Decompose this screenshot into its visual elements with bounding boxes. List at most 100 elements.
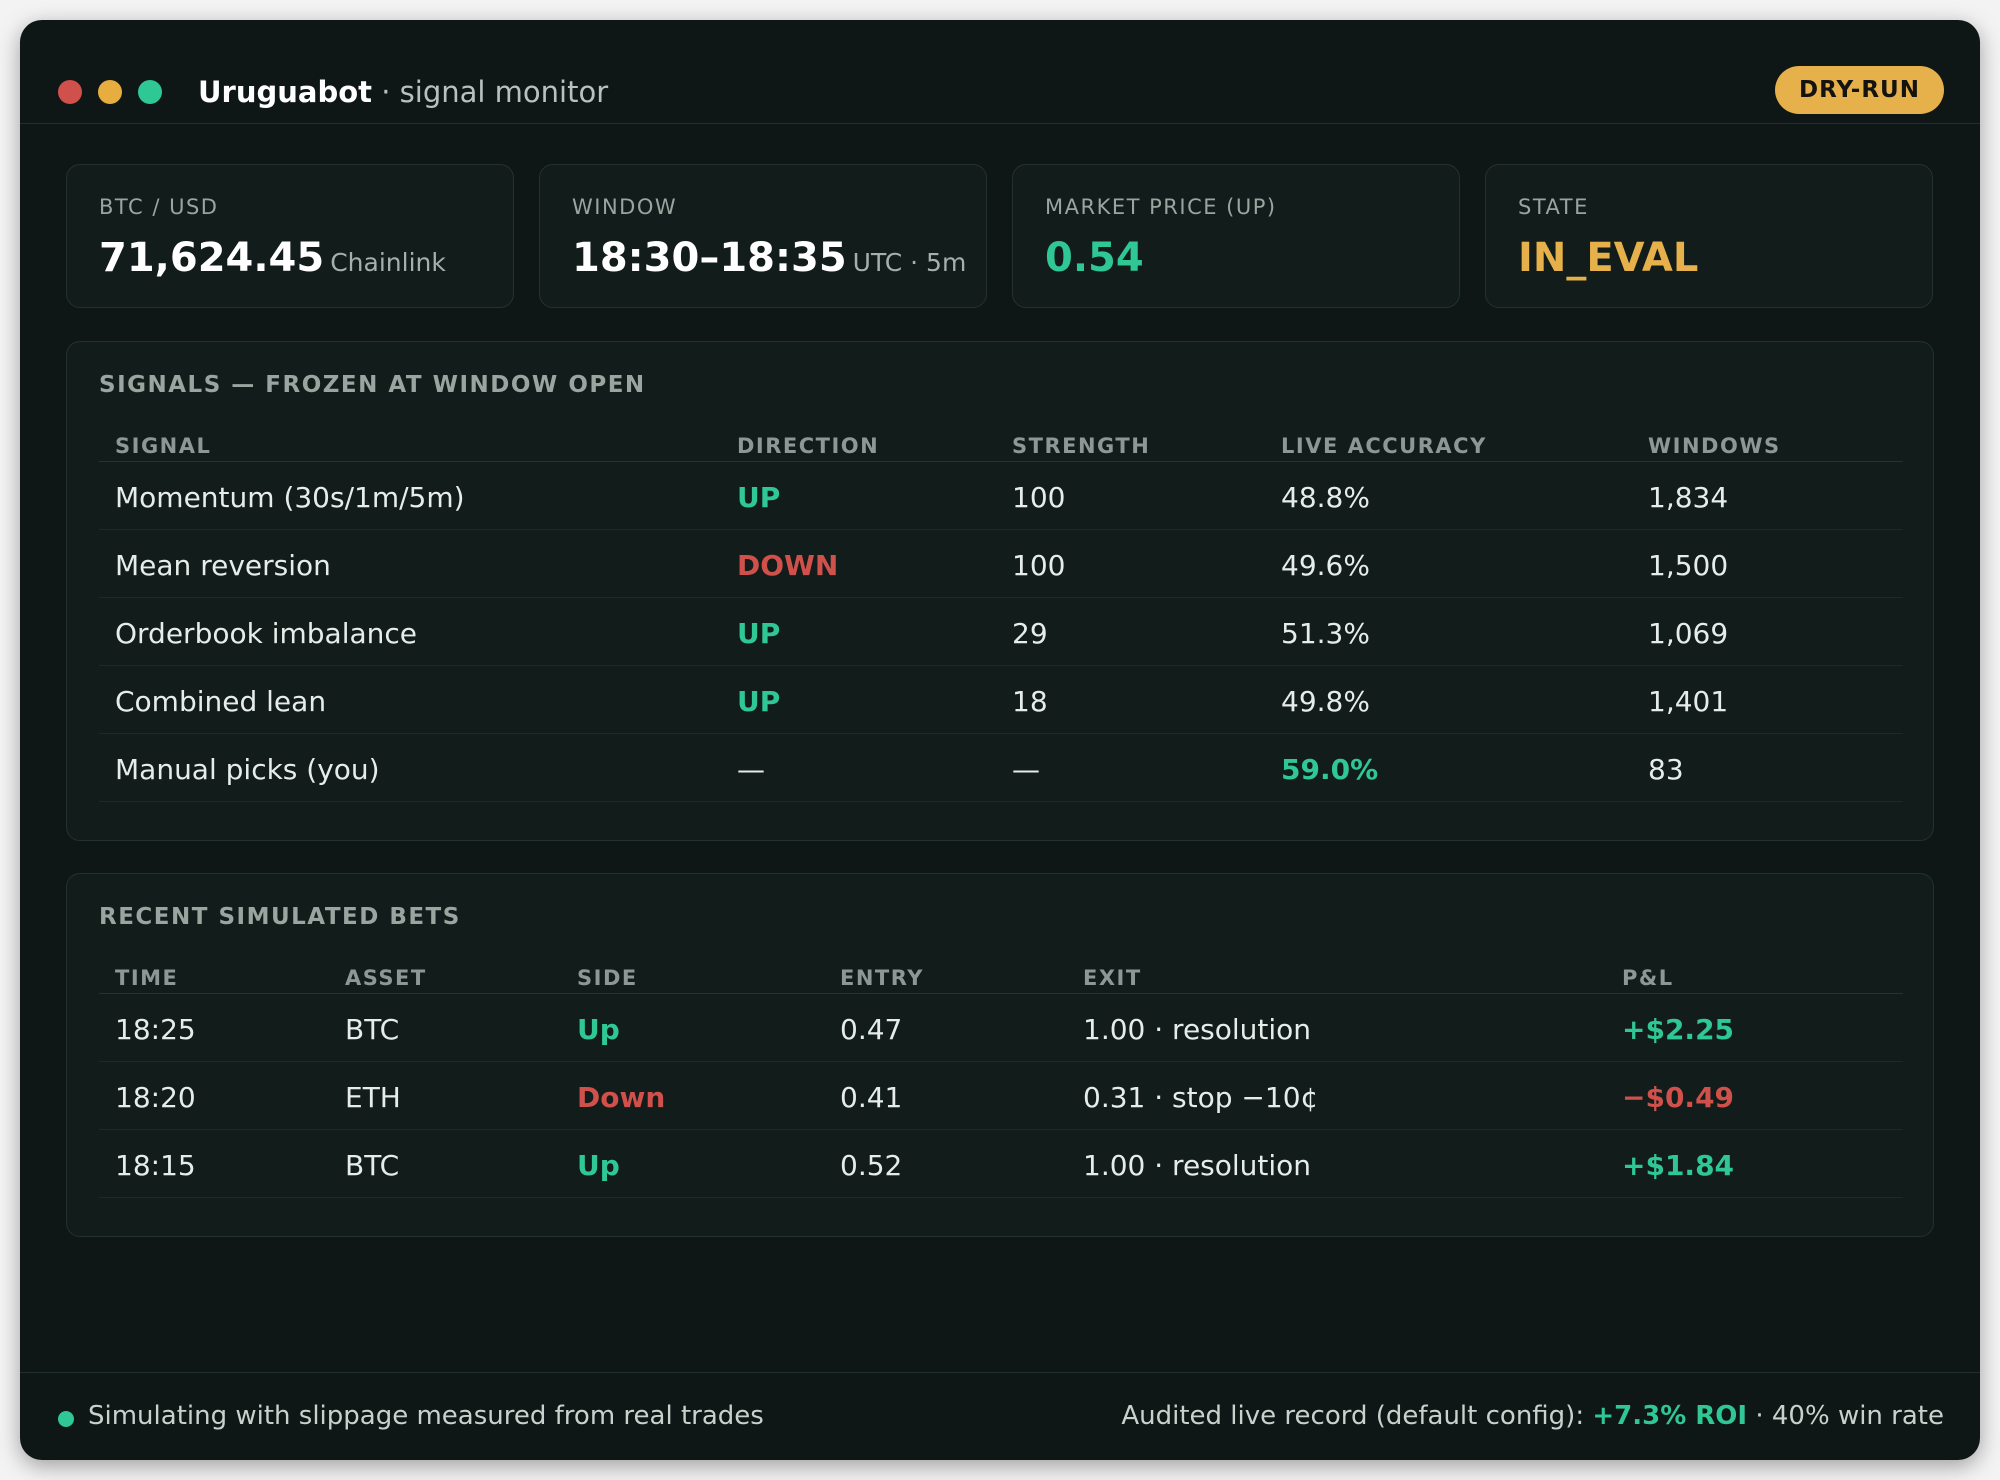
- accuracy-value: 51.3%: [1281, 617, 1370, 650]
- bets-title: RECENT SIMULATED BETS: [99, 904, 461, 930]
- dry-run-badge: DRY-RUN: [1774, 66, 1944, 114]
- accuracy-value: 59.0%: [1281, 753, 1379, 786]
- direction-value: —: [737, 753, 765, 786]
- table-row: Orderbook imbalance UP 29 51.3% 1,069: [99, 598, 1903, 666]
- stat-value: 0.54: [1045, 235, 1144, 281]
- windows-value: 83: [1648, 753, 1684, 786]
- bet-time: 18:20: [115, 1081, 196, 1114]
- signal-name: Mean reversion: [115, 549, 331, 582]
- status-indicator-icon: [58, 1411, 74, 1427]
- table-row: Mean reversion DOWN 100 49.6% 1,500: [99, 530, 1903, 598]
- table-row: Manual picks (you) — — 59.0% 83: [99, 734, 1903, 802]
- bet-exit: 1.00 · resolution: [1083, 1013, 1312, 1046]
- accuracy-value: 49.8%: [1281, 685, 1370, 718]
- bet-time: 18:15: [115, 1149, 196, 1182]
- maximize-window-button[interactable]: [138, 80, 162, 104]
- direction-value: UP: [737, 685, 781, 718]
- state-value: IN_EVAL: [1518, 235, 1699, 281]
- stat-label: WINDOW: [572, 195, 678, 219]
- roi-value: +7.3% ROI: [1592, 1401, 1748, 1431]
- bet-pnl: −$0.49: [1622, 1081, 1735, 1114]
- direction-value: DOWN: [737, 549, 839, 582]
- column-header: SIDE: [577, 966, 638, 990]
- close-window-button[interactable]: [58, 80, 82, 104]
- signals-header-row: SIGNAL DIRECTION STRENGTH LIVE ACCURACY …: [99, 406, 1903, 462]
- status-footer: Simulating with slippage measured from r…: [20, 1372, 1980, 1460]
- table-row: Momentum (30s/1m/5m) UP 100 48.8% 1,834: [99, 462, 1903, 530]
- accuracy-value: 48.8%: [1281, 481, 1370, 514]
- signals-panel: SIGNALS — FROZEN AT WINDOW OPEN SIGNAL D…: [66, 341, 1934, 841]
- bet-entry: 0.52: [840, 1149, 903, 1182]
- minimize-window-button[interactable]: [98, 80, 122, 104]
- stat-value: 18:30–18:35 UTC · 5m: [572, 235, 967, 281]
- column-header: P&L: [1622, 966, 1674, 990]
- signals-table: SIGNAL DIRECTION STRENGTH LIVE ACCURACY …: [99, 406, 1903, 802]
- column-header: STRENGTH: [1012, 434, 1151, 458]
- direction-value: UP: [737, 617, 781, 650]
- title-bar: Uruguabot · signal monitor DRY-RUN: [20, 20, 1980, 124]
- stat-label: STATE: [1518, 195, 1589, 219]
- column-header: EXIT: [1083, 966, 1142, 990]
- bet-entry: 0.41: [840, 1081, 903, 1114]
- stat-label: MARKET PRICE (UP): [1045, 195, 1277, 219]
- record-label: Audited live record (default config):: [1121, 1401, 1585, 1431]
- strength-value: 18: [1012, 685, 1048, 718]
- strength-value: 100: [1012, 549, 1066, 582]
- app-subtitle: · signal monitor: [381, 75, 609, 109]
- win-rate: · 40% win rate: [1755, 1401, 1944, 1431]
- stat-value: 71,624.45 Chainlink: [99, 235, 446, 281]
- bet-exit: 1.00 · resolution: [1083, 1149, 1312, 1182]
- bet-entry: 0.47: [840, 1013, 903, 1046]
- simulation-status: Simulating with slippage measured from r…: [88, 1401, 764, 1431]
- table-row: Combined lean UP 18 49.8% 1,401: [99, 666, 1903, 734]
- bet-side: Up: [577, 1149, 620, 1182]
- signal-name: Momentum (30s/1m/5m): [115, 481, 465, 514]
- bet-pnl: +$1.84: [1622, 1149, 1735, 1182]
- accuracy-value: 49.6%: [1281, 549, 1370, 582]
- audited-record: Audited live record (default config): +7…: [1121, 1401, 1944, 1431]
- table-row: 18:20 ETH Down 0.41 0.31 · stop −10¢ −$0…: [99, 1062, 1903, 1130]
- bets-panel: RECENT SIMULATED BETS TIME ASSET SIDE EN…: [66, 873, 1934, 1237]
- strength-value: —: [1012, 753, 1040, 786]
- stat-label: BTC / USD: [99, 195, 219, 219]
- signal-name: Orderbook imbalance: [115, 617, 418, 650]
- strength-value: 29: [1012, 617, 1048, 650]
- bet-exit: 0.31 · stop −10¢: [1083, 1081, 1319, 1114]
- bet-side: Up: [577, 1013, 620, 1046]
- table-row: 18:25 BTC Up 0.47 1.00 · resolution +$2.…: [99, 994, 1903, 1062]
- app-window: Uruguabot · signal monitor DRY-RUN BTC /…: [20, 20, 1980, 1460]
- signals-title: SIGNALS — FROZEN AT WINDOW OPEN: [99, 372, 646, 398]
- signal-name: Combined lean: [115, 685, 327, 718]
- bet-side: Down: [577, 1081, 666, 1114]
- stat-card-btc-usd: BTC / USD 71,624.45 Chainlink: [66, 164, 514, 308]
- window-title: Uruguabot · signal monitor: [198, 72, 608, 112]
- windows-value: 1,500: [1648, 549, 1729, 582]
- column-header: ASSET: [345, 966, 427, 990]
- stat-card-state: STATE IN_EVAL: [1485, 164, 1933, 308]
- bets-table: TIME ASSET SIDE ENTRY EXIT P&L 18:25 BTC…: [99, 938, 1903, 1198]
- stat-unit: Chainlink: [330, 248, 446, 277]
- windows-value: 1,834: [1648, 481, 1729, 514]
- bet-asset: BTC: [345, 1013, 400, 1046]
- windows-value: 1,069: [1648, 617, 1729, 650]
- signal-name: Manual picks (you): [115, 753, 380, 786]
- column-header: WINDOWS: [1648, 434, 1781, 458]
- bet-asset: BTC: [345, 1149, 400, 1182]
- stat-unit: UTC · 5m: [852, 248, 967, 277]
- table-row: 18:15 BTC Up 0.52 1.00 · resolution +$1.…: [99, 1130, 1903, 1198]
- column-header: LIVE ACCURACY: [1281, 434, 1487, 458]
- column-header: SIGNAL: [115, 434, 212, 458]
- strength-value: 100: [1012, 481, 1066, 514]
- column-header: TIME: [115, 966, 179, 990]
- stat-card-market-price: MARKET PRICE (UP) 0.54: [1012, 164, 1460, 308]
- column-header: DIRECTION: [737, 434, 880, 458]
- bet-time: 18:25: [115, 1013, 196, 1046]
- app-name: Uruguabot: [198, 75, 373, 109]
- stat-card-window: WINDOW 18:30–18:35 UTC · 5m: [539, 164, 987, 308]
- column-header: ENTRY: [840, 966, 924, 990]
- bet-asset: ETH: [345, 1081, 401, 1114]
- bets-header-row: TIME ASSET SIDE ENTRY EXIT P&L: [99, 938, 1903, 994]
- bet-pnl: +$2.25: [1622, 1013, 1735, 1046]
- windows-value: 1,401: [1648, 685, 1729, 718]
- direction-value: UP: [737, 481, 781, 514]
